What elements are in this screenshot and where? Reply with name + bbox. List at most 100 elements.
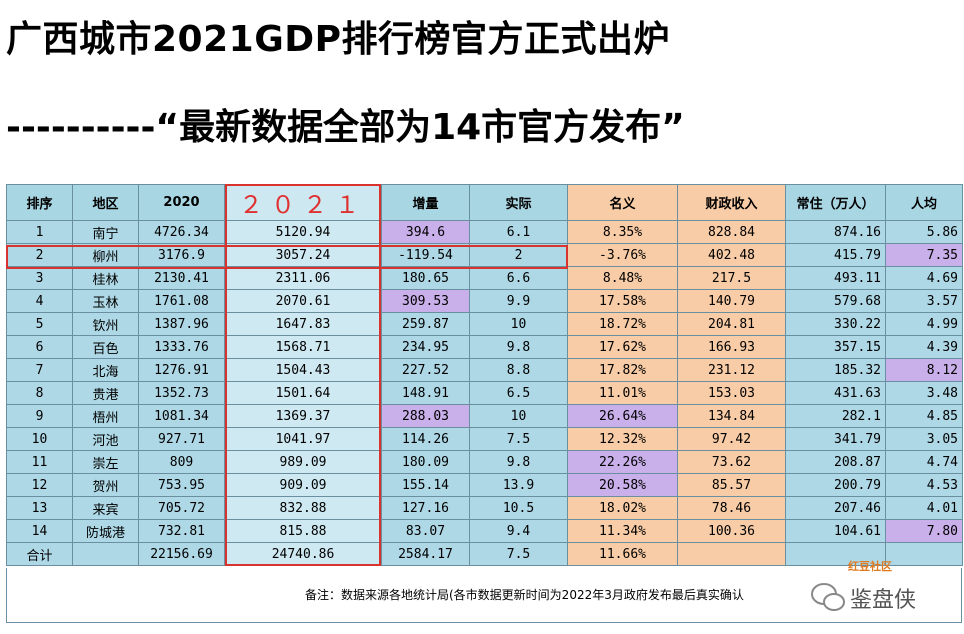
cell-population: 282.1: [785, 404, 886, 428]
cell-gdp-2020: 809: [138, 450, 225, 474]
note-row: 备注：数据来源各地统计局(各市数据更新时间为2022年3月政府发布最后真实确认: [6, 568, 962, 623]
cell-region: 钦州: [72, 312, 139, 336]
header-row: 排序 地区 2020 ２０２１ 增量 实际 名义 财政收入 常住（万人） 人均: [6, 184, 963, 221]
cell-gdp-2020: 1387.96: [138, 312, 225, 336]
page-subtitle: ----------“最新数据全部为14市官方发布”: [6, 107, 685, 148]
cell-rank: 12: [6, 473, 73, 497]
cell-real-growth: 8.8: [469, 358, 568, 382]
table-row: 12 贺州 753.95 909.09 155.14 13.9 20.58% 85.57 200…: [6, 473, 963, 497]
cell-population: 185.32: [785, 358, 886, 382]
cell-population: 431.63: [785, 381, 886, 405]
table-row: 4 玉林 1761.08 2070.61 309.53 9.9 17.58% 140.79 57…: [6, 289, 963, 313]
cell-rank: 4: [6, 289, 73, 313]
cell-real-growth: 9.8: [469, 450, 568, 474]
cell-region: 梧州: [72, 404, 139, 428]
cell-nominal-growth: 8.35%: [567, 220, 678, 244]
cell-gdp-2021: 3057.24: [224, 243, 382, 267]
cell-region: 南宁: [72, 220, 139, 244]
cell-nominal-growth: 20.58%: [567, 473, 678, 497]
cell-real-growth: 9.8: [469, 335, 568, 359]
header-2021: ２０２１: [224, 184, 382, 221]
table-row: 11 崇左 809 989.09 180.09 9.8 22.26% 73.62 208.87 4…: [6, 450, 963, 474]
cell-nominal-growth: 17.58%: [567, 289, 678, 313]
header-population: 常住（万人）: [785, 184, 886, 221]
cell-fiscal-revenue: 134.84: [677, 404, 786, 428]
cell-population: 207.46: [785, 496, 886, 520]
cell-region: 百色: [72, 335, 139, 359]
cell-nominal-growth: 11.01%: [567, 381, 678, 405]
cell-per-capita: 7.80: [885, 519, 963, 543]
cell-fiscal-revenue: 140.79: [677, 289, 786, 313]
cell-nominal-growth: 26.64%: [567, 404, 678, 428]
table-row: 3 桂林 2130.41 2311.06 180.65 6.6 8.48% 217.5 493.…: [6, 266, 963, 290]
cell-gdp-2020: 1333.76: [138, 335, 225, 359]
cell-per-capita: 7.35: [885, 243, 963, 267]
cell-fiscal-revenue: 78.46: [677, 496, 786, 520]
cell-real-growth: 10: [469, 404, 568, 428]
cell-real-growth: 13.9: [469, 473, 568, 497]
cell-gdp-2020: 4726.34: [138, 220, 225, 244]
cell-population: 330.22: [785, 312, 886, 336]
cell-per-capita: 3.48: [885, 381, 963, 405]
cell-nominal-growth: 11.34%: [567, 519, 678, 543]
cell-nominal-growth: 17.82%: [567, 358, 678, 382]
wechat-icon: [811, 583, 845, 611]
cell-region: 玉林: [72, 289, 139, 313]
table-row: 13 来宾 705.72 832.88 127.16 10.5 18.02% 78.46 207…: [6, 496, 963, 520]
cell-increase: 309.53: [381, 289, 470, 313]
cell-rank: 7: [6, 358, 73, 382]
cell-region: 防城港: [72, 519, 139, 543]
cell-gdp-2020: 753.95: [138, 473, 225, 497]
cell-region: 河池: [72, 427, 139, 451]
cell-rank: 10: [6, 427, 73, 451]
cell-region: [72, 542, 139, 566]
cell-population: 104.61: [785, 519, 886, 543]
cell-nominal-growth: 18.72%: [567, 312, 678, 336]
watermark: 红豆社区 鉴盘侠: [800, 560, 960, 620]
header-increase: 增量: [381, 184, 470, 221]
cell-real-growth: 6.6: [469, 266, 568, 290]
cell-fiscal-revenue: 73.62: [677, 450, 786, 474]
cell-gdp-2021: 1369.37: [224, 404, 382, 428]
cell-nominal-growth: -3.76%: [567, 243, 678, 267]
cell-gdp-2021: 909.09: [224, 473, 382, 497]
cell-nominal-growth: 18.02%: [567, 496, 678, 520]
cell-increase: 148.91: [381, 381, 470, 405]
cell-rank: 合计: [6, 542, 73, 566]
cell-population: 357.15: [785, 335, 886, 359]
header-nominal-growth: 名义: [567, 184, 678, 221]
cell-gdp-2020: 705.72: [138, 496, 225, 520]
cell-per-capita: 3.57: [885, 289, 963, 313]
cell-population: 415.79: [785, 243, 886, 267]
cell-increase: 83.07: [381, 519, 470, 543]
cell-increase: 180.65: [381, 266, 470, 290]
cell-real-growth: 2: [469, 243, 568, 267]
cell-increase: 180.09: [381, 450, 470, 474]
cell-fiscal-revenue: 100.36: [677, 519, 786, 543]
table-row: 2 柳州 3176.9 3057.24 -119.54 2 -3.76% 402.48 415.…: [6, 243, 963, 267]
cell-per-capita: 4.39: [885, 335, 963, 359]
cell-fiscal-revenue: 204.81: [677, 312, 786, 336]
cell-gdp-2020: 927.71: [138, 427, 225, 451]
source-note: 备注：数据来源各地统计局(各市数据更新时间为2022年3月政府发布最后真实确认: [305, 588, 744, 602]
header-real-growth: 实际: [469, 184, 568, 221]
cell-nominal-growth: 22.26%: [567, 450, 678, 474]
cell-real-growth: 7.5: [469, 427, 568, 451]
cell-gdp-2020: 22156.69: [138, 542, 225, 566]
cell-rank: 6: [6, 335, 73, 359]
watermark-text: 鉴盘侠: [850, 588, 917, 613]
cell-gdp-2021: 815.88: [224, 519, 382, 543]
table-row: 10 河池 927.71 1041.97 114.26 7.5 12.32% 97.42 341…: [6, 427, 963, 451]
page-title: 广西城市2021GDP排行榜官方正式出炉: [6, 19, 671, 60]
cell-fiscal-revenue: 85.57: [677, 473, 786, 497]
header-2020: 2020: [138, 184, 225, 221]
header-region: 地区: [72, 184, 139, 221]
cell-increase: 227.52: [381, 358, 470, 382]
header-fiscal-revenue: 财政收入: [677, 184, 786, 221]
cell-fiscal-revenue: [677, 542, 786, 566]
cell-gdp-2021: 24740.86: [224, 542, 382, 566]
cell-gdp-2021: 1504.43: [224, 358, 382, 382]
cell-population: 493.11: [785, 266, 886, 290]
cell-gdp-2021: 5120.94: [224, 220, 382, 244]
cell-increase: 394.6: [381, 220, 470, 244]
